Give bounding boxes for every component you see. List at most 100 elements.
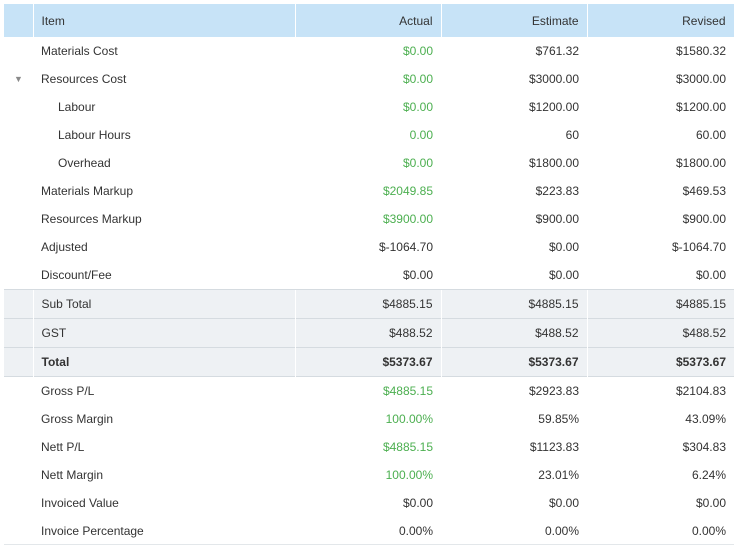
header-toggle-cell bbox=[4, 4, 34, 37]
row-toggle-cell bbox=[4, 405, 33, 433]
row-toggle-cell bbox=[4, 517, 33, 545]
caret-down-icon[interactable]: ▼ bbox=[14, 74, 23, 84]
row-label: Invoiced Value bbox=[41, 496, 119, 510]
cell-actual: $4885.15 bbox=[295, 376, 441, 405]
cell-revised: $0.00 bbox=[695, 268, 726, 282]
table-row[interactable]: Nett P/L $4885.15 $1123.83 $304.83 bbox=[4, 433, 734, 461]
cell-actual: $0.00 bbox=[402, 100, 433, 114]
cell-estimate: $761.32 bbox=[535, 44, 579, 58]
cell-actual: 0.00% bbox=[398, 524, 433, 538]
cell-estimate: $1200.00 bbox=[528, 100, 579, 114]
cell-revised: 60.00 bbox=[695, 128, 726, 142]
table-row[interactable]: Materials Cost $0.00 $761.32 $1580.32 bbox=[4, 37, 734, 65]
cell-actual: 100.00% bbox=[385, 412, 433, 426]
cell-revised: 6.24% bbox=[691, 468, 726, 482]
row-toggle-cell bbox=[4, 233, 33, 261]
table-row[interactable]: Overhead $0.00 $1800.00 $1800.00 bbox=[4, 149, 734, 177]
cell-revised: $469.53 bbox=[682, 184, 726, 198]
row-label: Materials Markup bbox=[41, 184, 134, 198]
row-label: Resources Markup bbox=[41, 212, 142, 226]
cell-revised: 0.00% bbox=[691, 524, 726, 538]
cell-revised: $5373.67 bbox=[586, 347, 734, 377]
row-toggle-cell bbox=[4, 347, 33, 377]
cell-revised: 43.09% bbox=[685, 412, 726, 426]
row-toggle-cell bbox=[4, 461, 33, 489]
table-row[interactable]: Materials Markup $2049.85 $223.83 $469.53 bbox=[4, 177, 734, 205]
row-label: Sub Total bbox=[32, 289, 295, 319]
row-toggle-cell bbox=[4, 376, 33, 405]
cell-revised: $1800.00 bbox=[675, 156, 726, 170]
cell-revised: $488.52 bbox=[586, 318, 734, 348]
table-row[interactable]: Adjusted $-1064.70 $0.00 $-1064.70 bbox=[4, 233, 734, 261]
cell-actual: $-1064.70 bbox=[378, 240, 433, 254]
cell-revised: $1200.00 bbox=[675, 100, 726, 114]
row-toggle-cell bbox=[4, 261, 33, 290]
cell-revised: $0.00 bbox=[695, 496, 726, 510]
grid-header-row: Item Actual Estimate Revised bbox=[4, 4, 735, 37]
cell-revised: $1580.32 bbox=[675, 44, 726, 58]
row-label: Materials Cost bbox=[41, 44, 118, 58]
header-item[interactable]: Item bbox=[33, 4, 296, 37]
cell-estimate: $1800.00 bbox=[528, 156, 579, 170]
table-row[interactable]: Nett Margin 100.00% 23.01% 6.24% bbox=[4, 461, 734, 489]
row-label: Overhead bbox=[58, 156, 111, 170]
cell-actual: $0.00 bbox=[402, 156, 433, 170]
table-row[interactable]: Gross P/L $4885.15 $2923.83 $2104.83 bbox=[4, 376, 734, 405]
row-toggle-cell bbox=[4, 177, 33, 205]
row-toggle-cell bbox=[4, 121, 33, 149]
row-label: Adjusted bbox=[41, 240, 88, 254]
cell-actual: $2049.85 bbox=[382, 184, 433, 198]
cell-revised: $900.00 bbox=[682, 212, 726, 226]
cell-estimate: 60 bbox=[565, 128, 579, 142]
table-row[interactable]: Gross Margin 100.00% 59.85% 43.09% bbox=[4, 405, 734, 433]
row-label: Total bbox=[32, 347, 295, 377]
summary-row[interactable]: Total $5373.67 $5373.67 $5373.67 bbox=[4, 347, 734, 377]
cell-estimate: $4885.15 bbox=[440, 289, 587, 319]
cell-actual: 100.00% bbox=[385, 468, 433, 482]
cell-estimate: $0.00 bbox=[548, 240, 579, 254]
row-toggle-cell bbox=[4, 433, 33, 461]
cell-estimate: $2923.83 bbox=[441, 376, 587, 405]
table-row[interactable]: Resources Markup $3900.00 $900.00 $900.00 bbox=[4, 205, 734, 233]
cell-actual: $5373.67 bbox=[294, 347, 441, 377]
table-row[interactable]: Discount/Fee $0.00 $0.00 $0.00 bbox=[4, 261, 734, 290]
table-row[interactable]: Invoiced Value $0.00 $0.00 $0.00 bbox=[4, 489, 734, 517]
header-estimate[interactable]: Estimate bbox=[441, 4, 588, 37]
row-toggle-cell bbox=[4, 489, 33, 517]
table-row[interactable]: ▼ Resources Cost $0.00 $3000.00 $3000.00 bbox=[4, 65, 734, 93]
row-label: Resources Cost bbox=[41, 72, 127, 86]
cell-revised: $2104.83 bbox=[587, 376, 734, 405]
row-label: Discount/Fee bbox=[41, 268, 112, 282]
cell-estimate: $0.00 bbox=[548, 496, 579, 510]
row-toggle-cell[interactable]: ▼ bbox=[4, 65, 33, 93]
row-toggle-cell bbox=[4, 37, 33, 65]
header-revised[interactable]: Revised bbox=[587, 4, 735, 37]
cell-estimate: 23.01% bbox=[538, 468, 579, 482]
cell-actual: $0.00 bbox=[402, 268, 433, 282]
header-actual[interactable]: Actual bbox=[295, 4, 442, 37]
row-label: Nett Margin bbox=[41, 468, 104, 482]
table-row[interactable]: Labour Hours 0.00 60 60.00 bbox=[4, 121, 734, 149]
cell-actual: $488.52 bbox=[294, 318, 441, 348]
cell-estimate: $488.52 bbox=[440, 318, 587, 348]
cell-estimate: 59.85% bbox=[538, 412, 579, 426]
summary-row[interactable]: Sub Total $4885.15 $4885.15 $4885.15 bbox=[4, 289, 734, 319]
table-row[interactable]: Labour $0.00 $1200.00 $1200.00 bbox=[4, 93, 734, 121]
table-row[interactable]: Invoice Percentage 0.00% 0.00% 0.00% bbox=[4, 517, 734, 545]
row-toggle-cell bbox=[4, 205, 33, 233]
cell-estimate: 0.00% bbox=[544, 524, 579, 538]
row-label: Gross P/L bbox=[33, 376, 295, 405]
cell-actual: 0.00 bbox=[409, 128, 433, 142]
cell-estimate: $5373.67 bbox=[440, 347, 587, 377]
cell-revised: $-1064.70 bbox=[671, 240, 726, 254]
row-label: Labour bbox=[58, 100, 96, 114]
cell-actual: $3900.00 bbox=[382, 212, 433, 226]
cell-revised: $4885.15 bbox=[586, 289, 734, 319]
cell-actual: $4885.15 bbox=[382, 440, 433, 454]
cell-estimate: $223.83 bbox=[535, 184, 579, 198]
cell-actual: $4885.15 bbox=[294, 289, 441, 319]
summary-row[interactable]: GST $488.52 $488.52 $488.52 bbox=[4, 318, 734, 348]
row-label: Invoice Percentage bbox=[41, 524, 144, 538]
cell-actual: $0.00 bbox=[402, 44, 433, 58]
cell-estimate: $3000.00 bbox=[528, 72, 579, 86]
